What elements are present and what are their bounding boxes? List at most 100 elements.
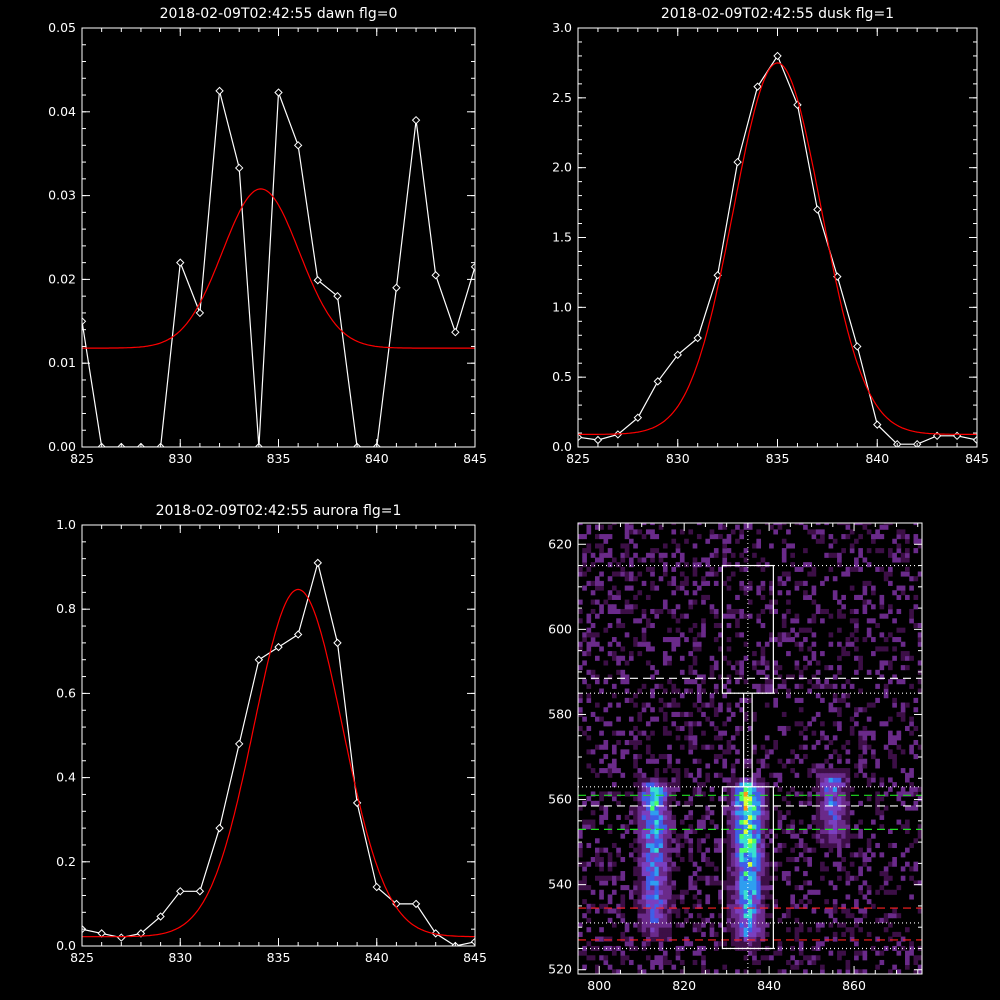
heatmap-cell [798,852,804,858]
heatmap-cell [764,833,770,839]
heatmap-cell [726,842,732,849]
y-tick-label: 1.0 [552,299,572,314]
heatmap-cell [811,786,817,792]
heatmap-cell [794,866,800,872]
heatmap-cell [662,922,668,928]
heatmap-cell [760,651,766,657]
heatmap-cell [735,618,740,624]
heatmap-cell [662,786,668,792]
heatmap-cell [781,571,787,577]
heatmap-cell [837,838,842,844]
heatmap-cell [892,702,897,708]
heatmap-cell [671,688,677,694]
heatmap-cell [662,604,668,610]
heatmap-cell [905,791,910,797]
heatmap-cell [603,552,609,558]
heatmap-cell [841,651,846,657]
heatmap-cell [879,660,885,666]
heatmap-cell [658,917,664,923]
heatmap-cell [739,894,745,900]
heatmap-cell [811,613,817,619]
heatmap-cell [730,894,736,900]
heatmap-cell [811,618,817,624]
y-tick-label: 0.5 [552,369,572,384]
heatmap-cell [654,608,660,615]
y-tick-label: 3.0 [552,20,572,35]
heatmap-cell [692,557,698,563]
heatmap-cell [662,716,668,722]
heatmap-cell [586,941,592,947]
heatmap-cell [764,903,770,909]
heatmap-cell [650,885,655,891]
heatmap-cell [841,824,846,830]
heatmap-cell [620,917,626,923]
heatmap-cell [628,655,634,661]
heatmap-cell [892,697,897,703]
heatmap-cell [743,828,749,834]
heatmap-cell [739,889,745,895]
heatmap-cell [611,875,617,881]
heatmap-cell [637,791,643,797]
heatmap-cell [628,739,634,746]
heatmap-cell [701,959,706,966]
heatmap-cell [739,580,745,586]
heatmap-cell [781,632,787,638]
heatmap-cell [586,524,592,530]
heatmap-cell [875,964,880,970]
heatmap-cell [841,534,846,540]
heatmap-cell [735,749,740,755]
heatmap-cell [862,585,868,591]
heatmap-cell [798,674,804,680]
heatmap-cell [815,828,821,834]
heatmap-cell [871,604,876,610]
heatmap-cell [705,557,711,563]
heatmap-cell [650,608,655,615]
heatmap-cell [909,805,914,811]
heatmap-cell [650,927,655,933]
heatmap-cell [603,955,609,961]
heatmap-cell [905,534,910,540]
heatmap-cell [641,842,647,849]
heatmap-cell [675,782,681,788]
heatmap-cell [905,847,910,853]
heatmap-cell [743,889,749,895]
heatmap-cell [603,810,609,816]
heatmap-cell [841,866,846,872]
heatmap-cell [752,941,757,947]
heatmap-cell [824,833,829,839]
heatmap-cell [909,655,914,661]
heatmap-cell [811,683,817,689]
data-point [234,739,244,749]
heatmap-cell [654,758,660,764]
heatmap-cell [590,608,596,615]
heatmap-cell [777,580,783,586]
heatmap-cell [590,945,596,951]
heatmap-cell [824,608,829,615]
heatmap-cell [616,739,621,746]
heatmap-cell [845,772,851,778]
heatmap-cell [888,922,893,928]
heatmap-cell [594,716,600,722]
heatmap-cell [756,927,762,933]
heatmap-cell [786,908,791,914]
heatmap-cell [624,660,630,666]
heatmap-cell [841,838,846,844]
heatmap-cell [917,833,922,839]
heatmap-cell [722,557,728,563]
heatmap-cell [641,885,647,891]
heatmap-cell [582,637,587,643]
heatmap-cell [773,599,779,605]
heatmap-cell [730,665,736,671]
heatmap-cell [824,810,829,816]
heatmap-cell [743,842,749,849]
heatmap-cell [667,660,672,666]
heatmap-cell [803,903,808,909]
heatmap-cell [854,622,859,629]
heatmap-cell [620,871,626,877]
heatmap-cell [633,725,638,732]
heatmap-cell [667,828,672,834]
heatmap-cell [790,899,795,905]
heatmap-cell [637,754,643,760]
heatmap-cell [862,950,868,956]
data-point [733,157,742,167]
